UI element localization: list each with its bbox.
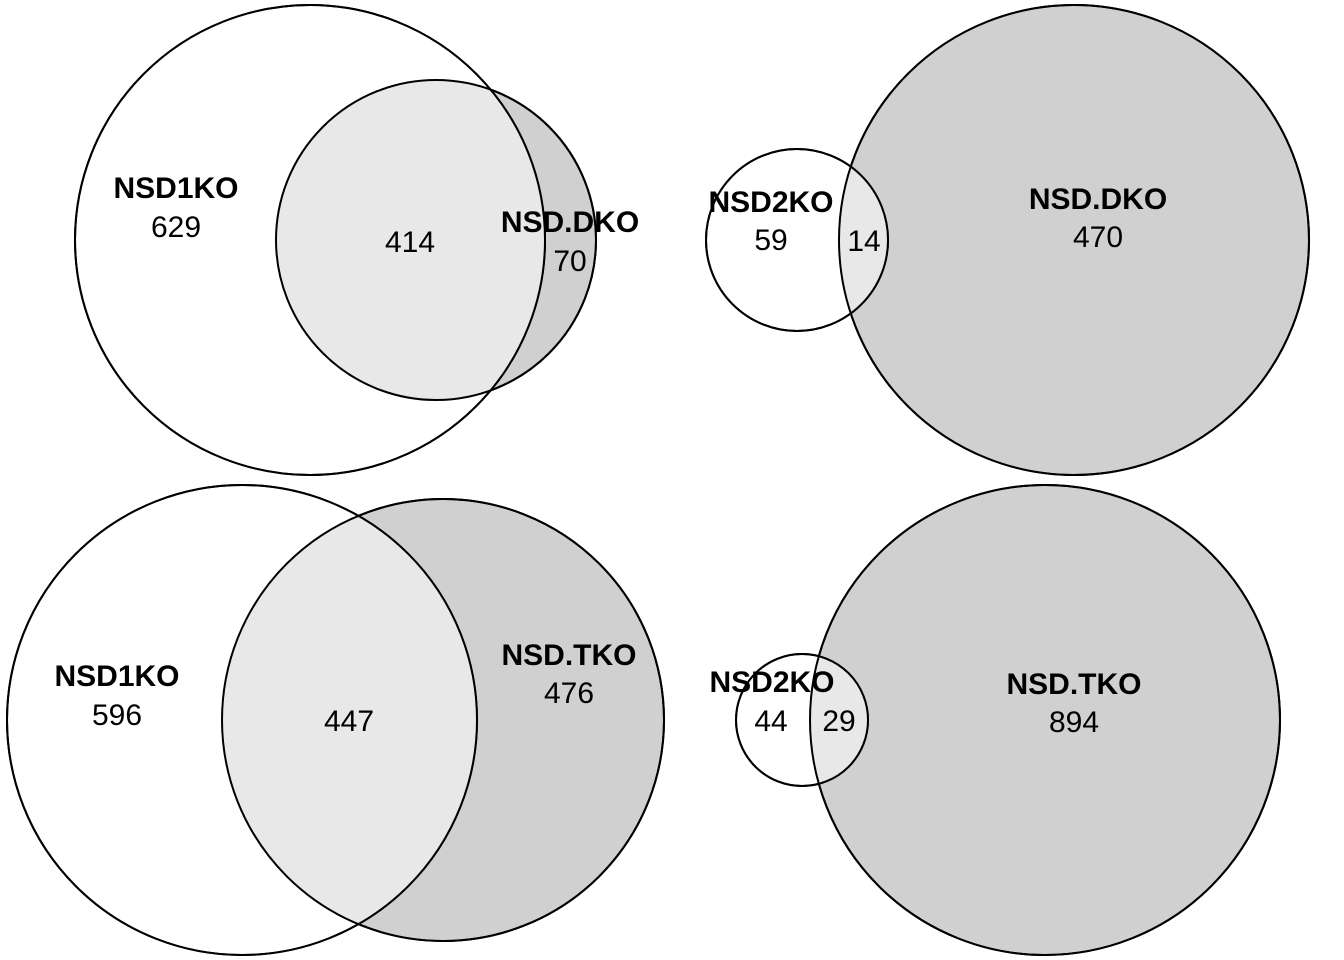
- set-b-label: NSD.TKO: [502, 639, 637, 672]
- set-b-label: NSD.TKO: [1007, 668, 1142, 701]
- set-a-label: NSD1KO: [113, 172, 238, 205]
- set-b-circle-outline: [221, 498, 665, 942]
- set-b-circle-outline: [838, 4, 1310, 476]
- set-a-circle-outline: [735, 653, 869, 787]
- set-b-only-count: 476: [544, 677, 594, 710]
- venn-nsd1ko-vs-nsd-dko: NSD1KO 629 414 NSD.DKO 70: [74, 4, 639, 476]
- overlap-count: 414: [385, 226, 435, 259]
- overlap-count: 447: [324, 705, 374, 738]
- set-a-label: NSD2KO: [708, 186, 833, 219]
- set-b-only-count: 470: [1073, 221, 1123, 254]
- overlap-count: 29: [822, 705, 855, 738]
- set-a-only-count: 629: [151, 211, 201, 244]
- venn-nsd1ko-vs-nsd-tko: NSD1KO 596 447 NSD.TKO 476: [6, 484, 665, 956]
- set-b-circle-fill: [809, 484, 1281, 956]
- overlap-region: [276, 80, 545, 400]
- set-b-circle-outline: [275, 79, 597, 401]
- set-a-circle-outline: [705, 148, 889, 332]
- overlap-region: [222, 499, 477, 941]
- venn-nsd2ko-vs-nsd-dko: NSD2KO 59 14 NSD.DKO 470: [705, 4, 1310, 476]
- set-a-label: NSD1KO: [54, 660, 179, 693]
- set-a-label: NSD2KO: [709, 666, 834, 699]
- set-a-circle-outline: [6, 484, 478, 956]
- set-b-circle-outline: [809, 484, 1281, 956]
- set-a-only-count: 596: [92, 699, 142, 732]
- set-b-label: NSD.DKO: [501, 206, 639, 239]
- venn-nsd2ko-vs-nsd-tko: NSD2KO 44 29 NSD.TKO 894: [709, 484, 1281, 956]
- set-a-only-count: 44: [754, 705, 787, 738]
- set-b-only-count: 70: [553, 245, 586, 278]
- set-b-label: NSD.DKO: [1029, 183, 1167, 216]
- set-a-only-count: 59: [754, 224, 787, 257]
- overlap-count: 14: [847, 225, 880, 258]
- set-b-only-count: 894: [1049, 706, 1099, 739]
- set-a-circle-outline: [74, 4, 546, 476]
